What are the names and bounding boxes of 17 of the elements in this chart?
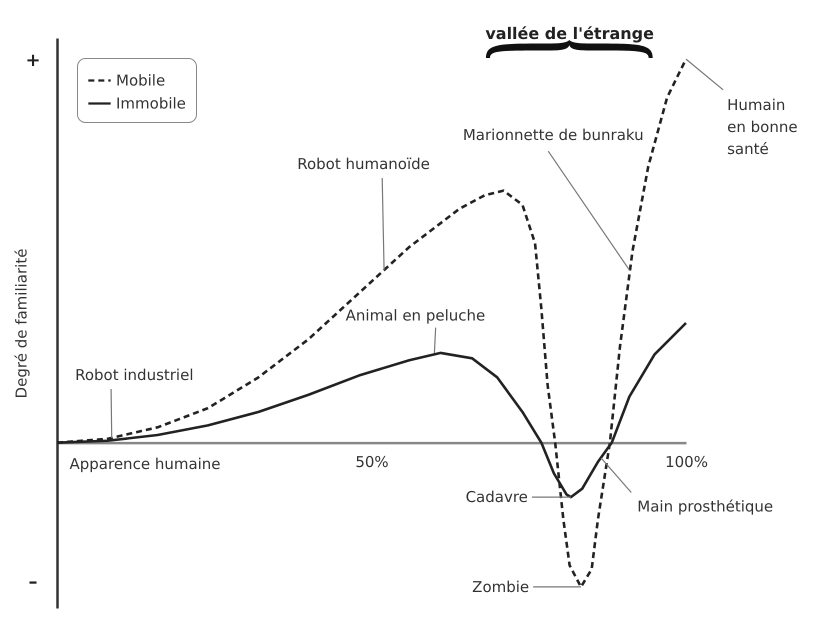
x-axis-title: Apparence humaine (70, 455, 221, 474)
x-tick-label: 50% (355, 453, 389, 472)
annotation: Marionnette de bunraku (462, 126, 644, 144)
legend-label: Mobile (116, 72, 166, 90)
text: vallée de l'étrange (485, 24, 654, 43)
y-axis-title: Degré de familiarité (12, 248, 30, 398)
annotation: Robot industriel (75, 366, 194, 384)
annotation: Cadavre (466, 488, 528, 506)
annotation: Humain en bonne santé (727, 96, 798, 158)
annotation: Zombie (472, 578, 530, 596)
x-tick-label: 100% (665, 453, 708, 472)
legend-label: Immobile (116, 94, 186, 112)
text: + (25, 50, 41, 71)
annotation: Main prosthétique (637, 498, 774, 516)
annotation: Animal en peluche (346, 306, 486, 325)
annotation: Robot humanoïde (297, 155, 430, 174)
text: – (28, 571, 38, 592)
